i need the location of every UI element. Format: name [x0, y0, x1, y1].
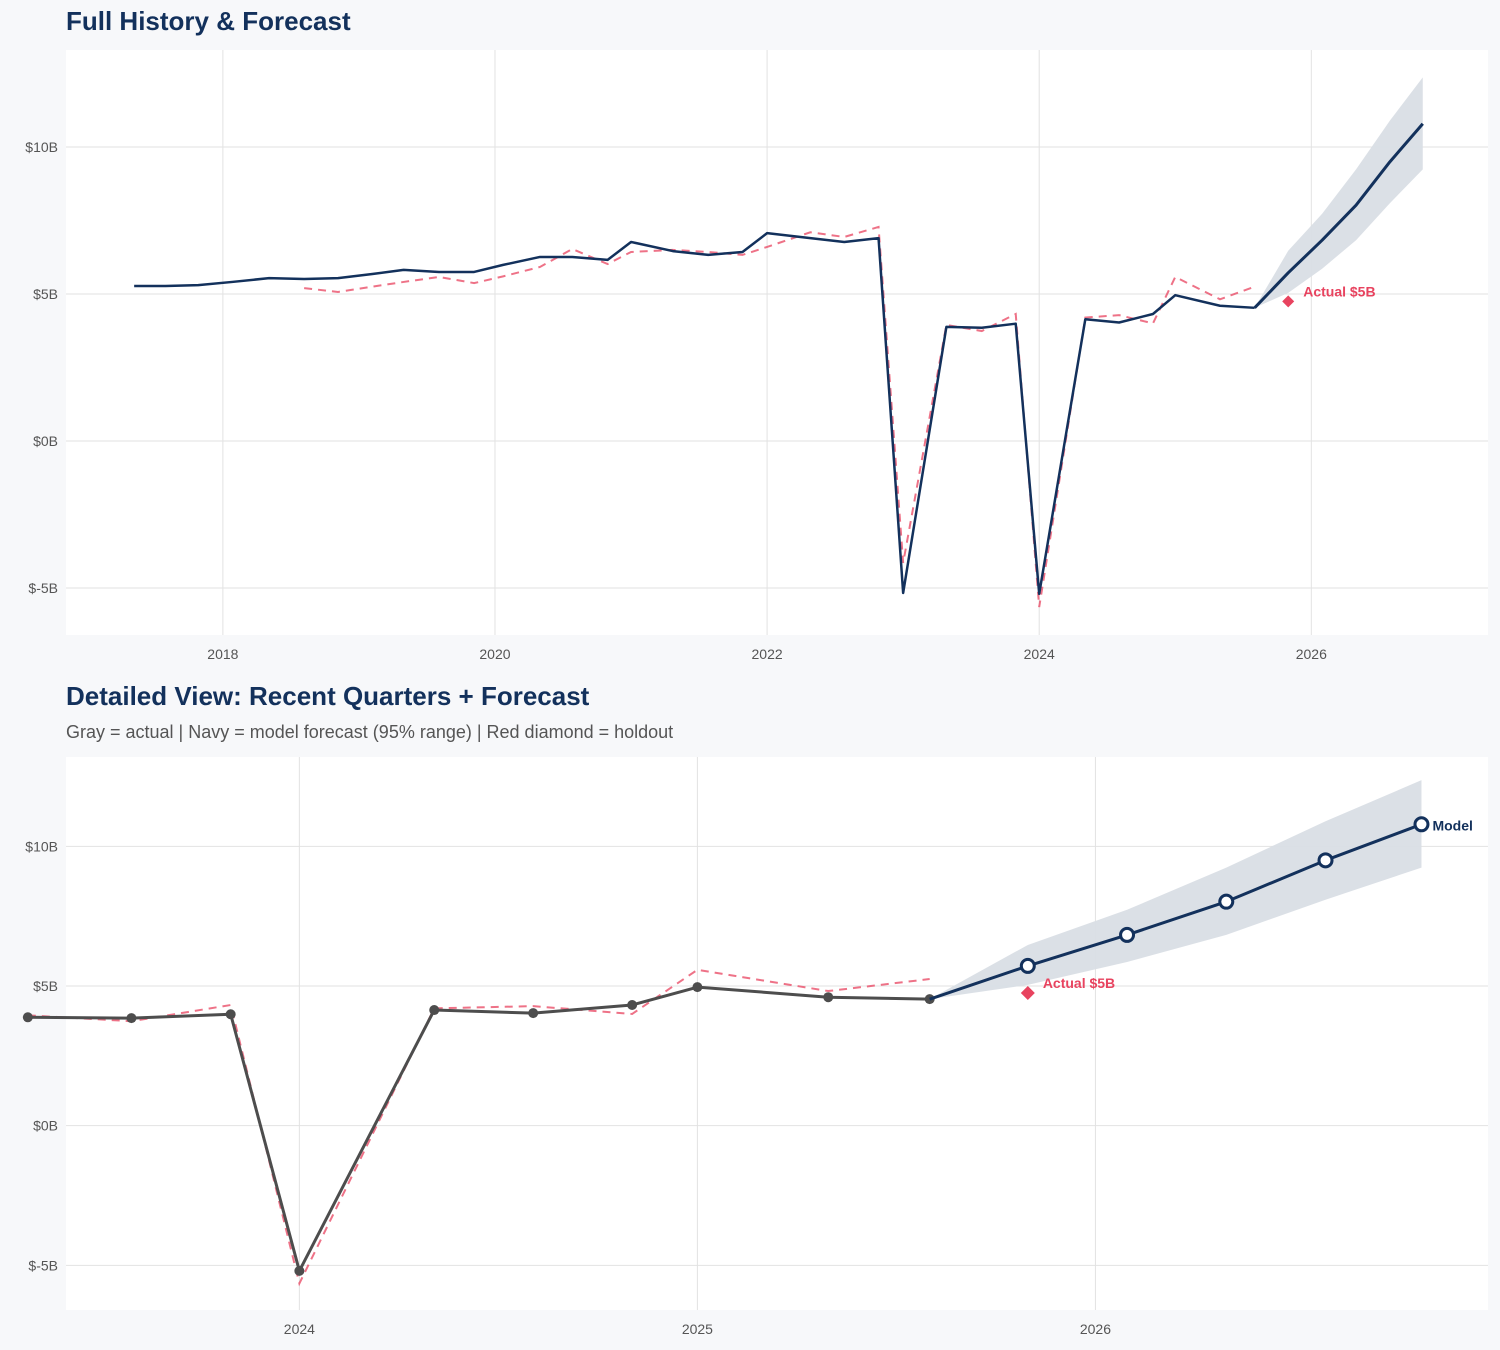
actual-point: [692, 982, 703, 993]
actual-point: [225, 1009, 236, 1020]
forecast-95-band: [929, 780, 1422, 1000]
forecast-point: [1413, 816, 1430, 833]
actual-point: [294, 1265, 305, 1276]
x-tick-label: 2018: [207, 646, 238, 662]
x-tick-label: 2020: [479, 646, 510, 662]
forecast-point: [1218, 893, 1235, 910]
x-tick-label: 2025: [682, 1321, 713, 1337]
forecast-line: [929, 822, 1423, 1001]
fitted-line: [304, 225, 1255, 608]
holdout-label: Actual $5B: [1043, 975, 1115, 991]
x-tick-label: 2026: [1296, 646, 1327, 662]
actual-point: [126, 1013, 137, 1024]
y-tick-label: $0B: [33, 433, 58, 449]
model-label: Model: [1432, 817, 1472, 833]
y-tick-label: $-5B: [28, 580, 58, 596]
chart-title-top: Full History & Forecast: [66, 6, 351, 36]
actual-point: [22, 1012, 33, 1023]
chart-0: $10B $5B $0B $-5B 2018 2020 2022 2024 2026 Actual…: [25, 50, 1488, 662]
plot-area: [66, 757, 1488, 1310]
actual-point: [528, 1008, 539, 1019]
y-tick-label: $10B: [25, 139, 58, 155]
x-tick-label: 2026: [1080, 1321, 1111, 1337]
plot-area: [66, 50, 1488, 635]
chart-subtitle-bottom: Gray = actual | Navy = model forecast (9…: [66, 722, 674, 742]
holdout-diamond: [1282, 295, 1295, 308]
chart-title-bottom: Detailed View: Recent Quarters + Forecas…: [66, 681, 590, 711]
forecast-95-band: [1254, 77, 1423, 308]
y-tick-label: $5B: [33, 286, 58, 302]
y-tick-label: $5B: [33, 978, 58, 994]
forecast-line: [1253, 122, 1424, 309]
fitted-line: [27, 968, 930, 1287]
actual-point: [429, 1005, 440, 1016]
y-tick-label: $-5B: [28, 1257, 58, 1273]
actual-point: [627, 1000, 638, 1011]
actual-point: [823, 992, 834, 1003]
holdout-diamond: [1020, 986, 1035, 1001]
actual-line: [134, 231, 1255, 596]
x-tick-label: 2024: [284, 1321, 315, 1337]
forecast-point: [1119, 926, 1136, 943]
y-tick-label: $0B: [33, 1118, 58, 1134]
x-tick-label: 2024: [1024, 646, 1055, 662]
actual-line: [27, 985, 930, 1273]
forecast-point: [1019, 957, 1036, 974]
y-tick-label: $10B: [25, 838, 58, 854]
holdout-label: Actual $5B: [1303, 283, 1375, 299]
x-tick-label: 2022: [752, 646, 783, 662]
forecast-point: [1317, 852, 1334, 869]
chart-1: $10B $5B $0B $-5B 2024 2025 2026 Actual $5B Mode…: [22, 757, 1488, 1337]
